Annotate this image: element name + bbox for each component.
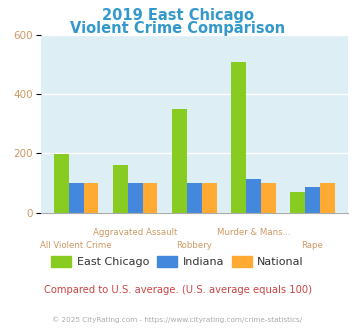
Bar	[187, 183, 202, 213]
Bar	[69, 183, 84, 213]
Bar	[54, 154, 69, 213]
Bar	[113, 165, 128, 213]
Bar	[290, 192, 305, 213]
Text: Compared to U.S. average. (U.S. average equals 100): Compared to U.S. average. (U.S. average …	[44, 285, 311, 295]
Text: © 2025 CityRating.com - https://www.cityrating.com/crime-statistics/: © 2025 CityRating.com - https://www.city…	[53, 316, 302, 323]
Bar	[231, 62, 246, 213]
Bar	[128, 183, 143, 213]
Text: Murder & Mans...: Murder & Mans...	[217, 228, 290, 237]
Legend: East Chicago, Indiana, National: East Chicago, Indiana, National	[47, 251, 308, 271]
Bar	[305, 187, 320, 213]
Text: Robbery: Robbery	[176, 241, 212, 250]
Bar	[172, 109, 187, 213]
Text: 2019 East Chicago: 2019 East Chicago	[102, 8, 253, 23]
Text: Violent Crime Comparison: Violent Crime Comparison	[70, 21, 285, 36]
Bar	[246, 179, 261, 213]
Text: Rape: Rape	[301, 241, 323, 250]
Bar	[261, 183, 275, 213]
Bar	[202, 183, 217, 213]
Text: All Violent Crime: All Violent Crime	[40, 241, 112, 250]
Bar	[143, 183, 158, 213]
Text: Aggravated Assault: Aggravated Assault	[93, 228, 178, 237]
Bar	[320, 183, 335, 213]
Bar	[84, 183, 98, 213]
